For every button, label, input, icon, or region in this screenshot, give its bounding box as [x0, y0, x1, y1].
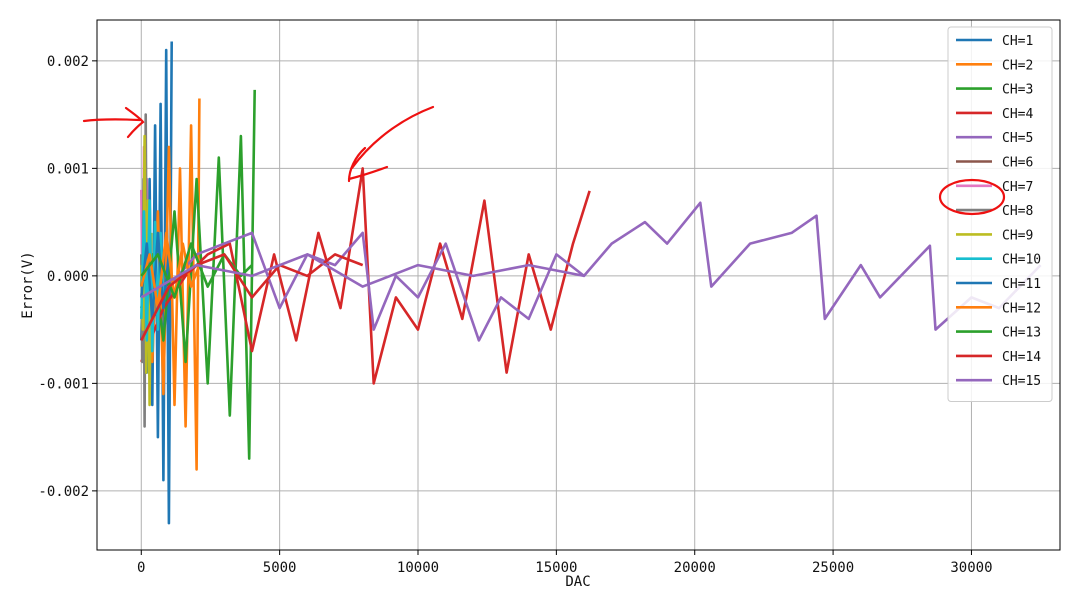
- red-circle-ch8: [938, 178, 1006, 216]
- legend-label: CH=14: [1002, 350, 1041, 365]
- x-axis-ticks: 0 5000 10000 15000 20000 25000 30000: [137, 550, 993, 576]
- x-tick-label: 20000: [674, 560, 716, 576]
- legend: CH=1 CH=2 CH=3 CH=4 CH=5 CH=6 CH=7 CH=8 CH=9 CH=1…: [947, 26, 1053, 402]
- x-tick-label: 5000: [263, 560, 297, 576]
- series-line-ch14: [140, 253, 364, 341]
- series-line-ch9: [140, 134, 153, 407]
- x-tick-label: 30000: [950, 560, 992, 576]
- legend-label: CH=3: [1002, 83, 1033, 98]
- legend-label: CH=6: [1002, 156, 1033, 171]
- legend-label: CH=11: [1002, 277, 1041, 292]
- legend-label: CH=8: [1002, 204, 1033, 219]
- series-line-ch15: [140, 253, 585, 299]
- legend-label: CH=4: [1002, 107, 1033, 122]
- legend-label: CH=1: [1002, 34, 1033, 49]
- series-lines: [140, 41, 1042, 525]
- series-line-ch11: [140, 231, 171, 321]
- x-axis-label: DAC: [565, 574, 590, 590]
- legend-label: CH=15: [1002, 374, 1041, 389]
- hand-drawn-annotations: [82, 105, 1006, 216]
- series-line-ch5: [140, 201, 1042, 342]
- y-tick-label: -0.001: [38, 376, 89, 392]
- y-axis-ticks: -0.002 -0.001 0.000 0.001 0.002: [38, 54, 97, 500]
- series-line-ch3: [140, 89, 256, 460]
- legend-label: CH=10: [1002, 253, 1041, 268]
- y-tick-label: -0.002: [38, 484, 89, 500]
- plot-frame: [96, 19, 1061, 551]
- legend-label: CH=12: [1002, 301, 1041, 316]
- x-tick-label: 10000: [397, 560, 439, 576]
- legend-label: CH=9: [1002, 228, 1033, 243]
- red-arrow-left: [82, 106, 145, 139]
- y-tick-label: 0.001: [47, 161, 89, 177]
- legend-label: CH=5: [1002, 131, 1033, 146]
- x-tick-label: 15000: [535, 560, 577, 576]
- y-axis-label: Error(V): [20, 251, 36, 318]
- legend-label: CH=2: [1002, 58, 1033, 73]
- legend-label: CH=13: [1002, 326, 1041, 341]
- y-tick-label: 0.000: [47, 269, 89, 285]
- x-tick-label: 0: [137, 560, 145, 576]
- y-tick-label: 0.002: [47, 54, 89, 70]
- red-arrow-curved: [347, 105, 435, 183]
- legend-label: CH=7: [1002, 180, 1033, 195]
- plot-background: [97, 20, 1060, 550]
- x-tick-label: 25000: [812, 560, 854, 576]
